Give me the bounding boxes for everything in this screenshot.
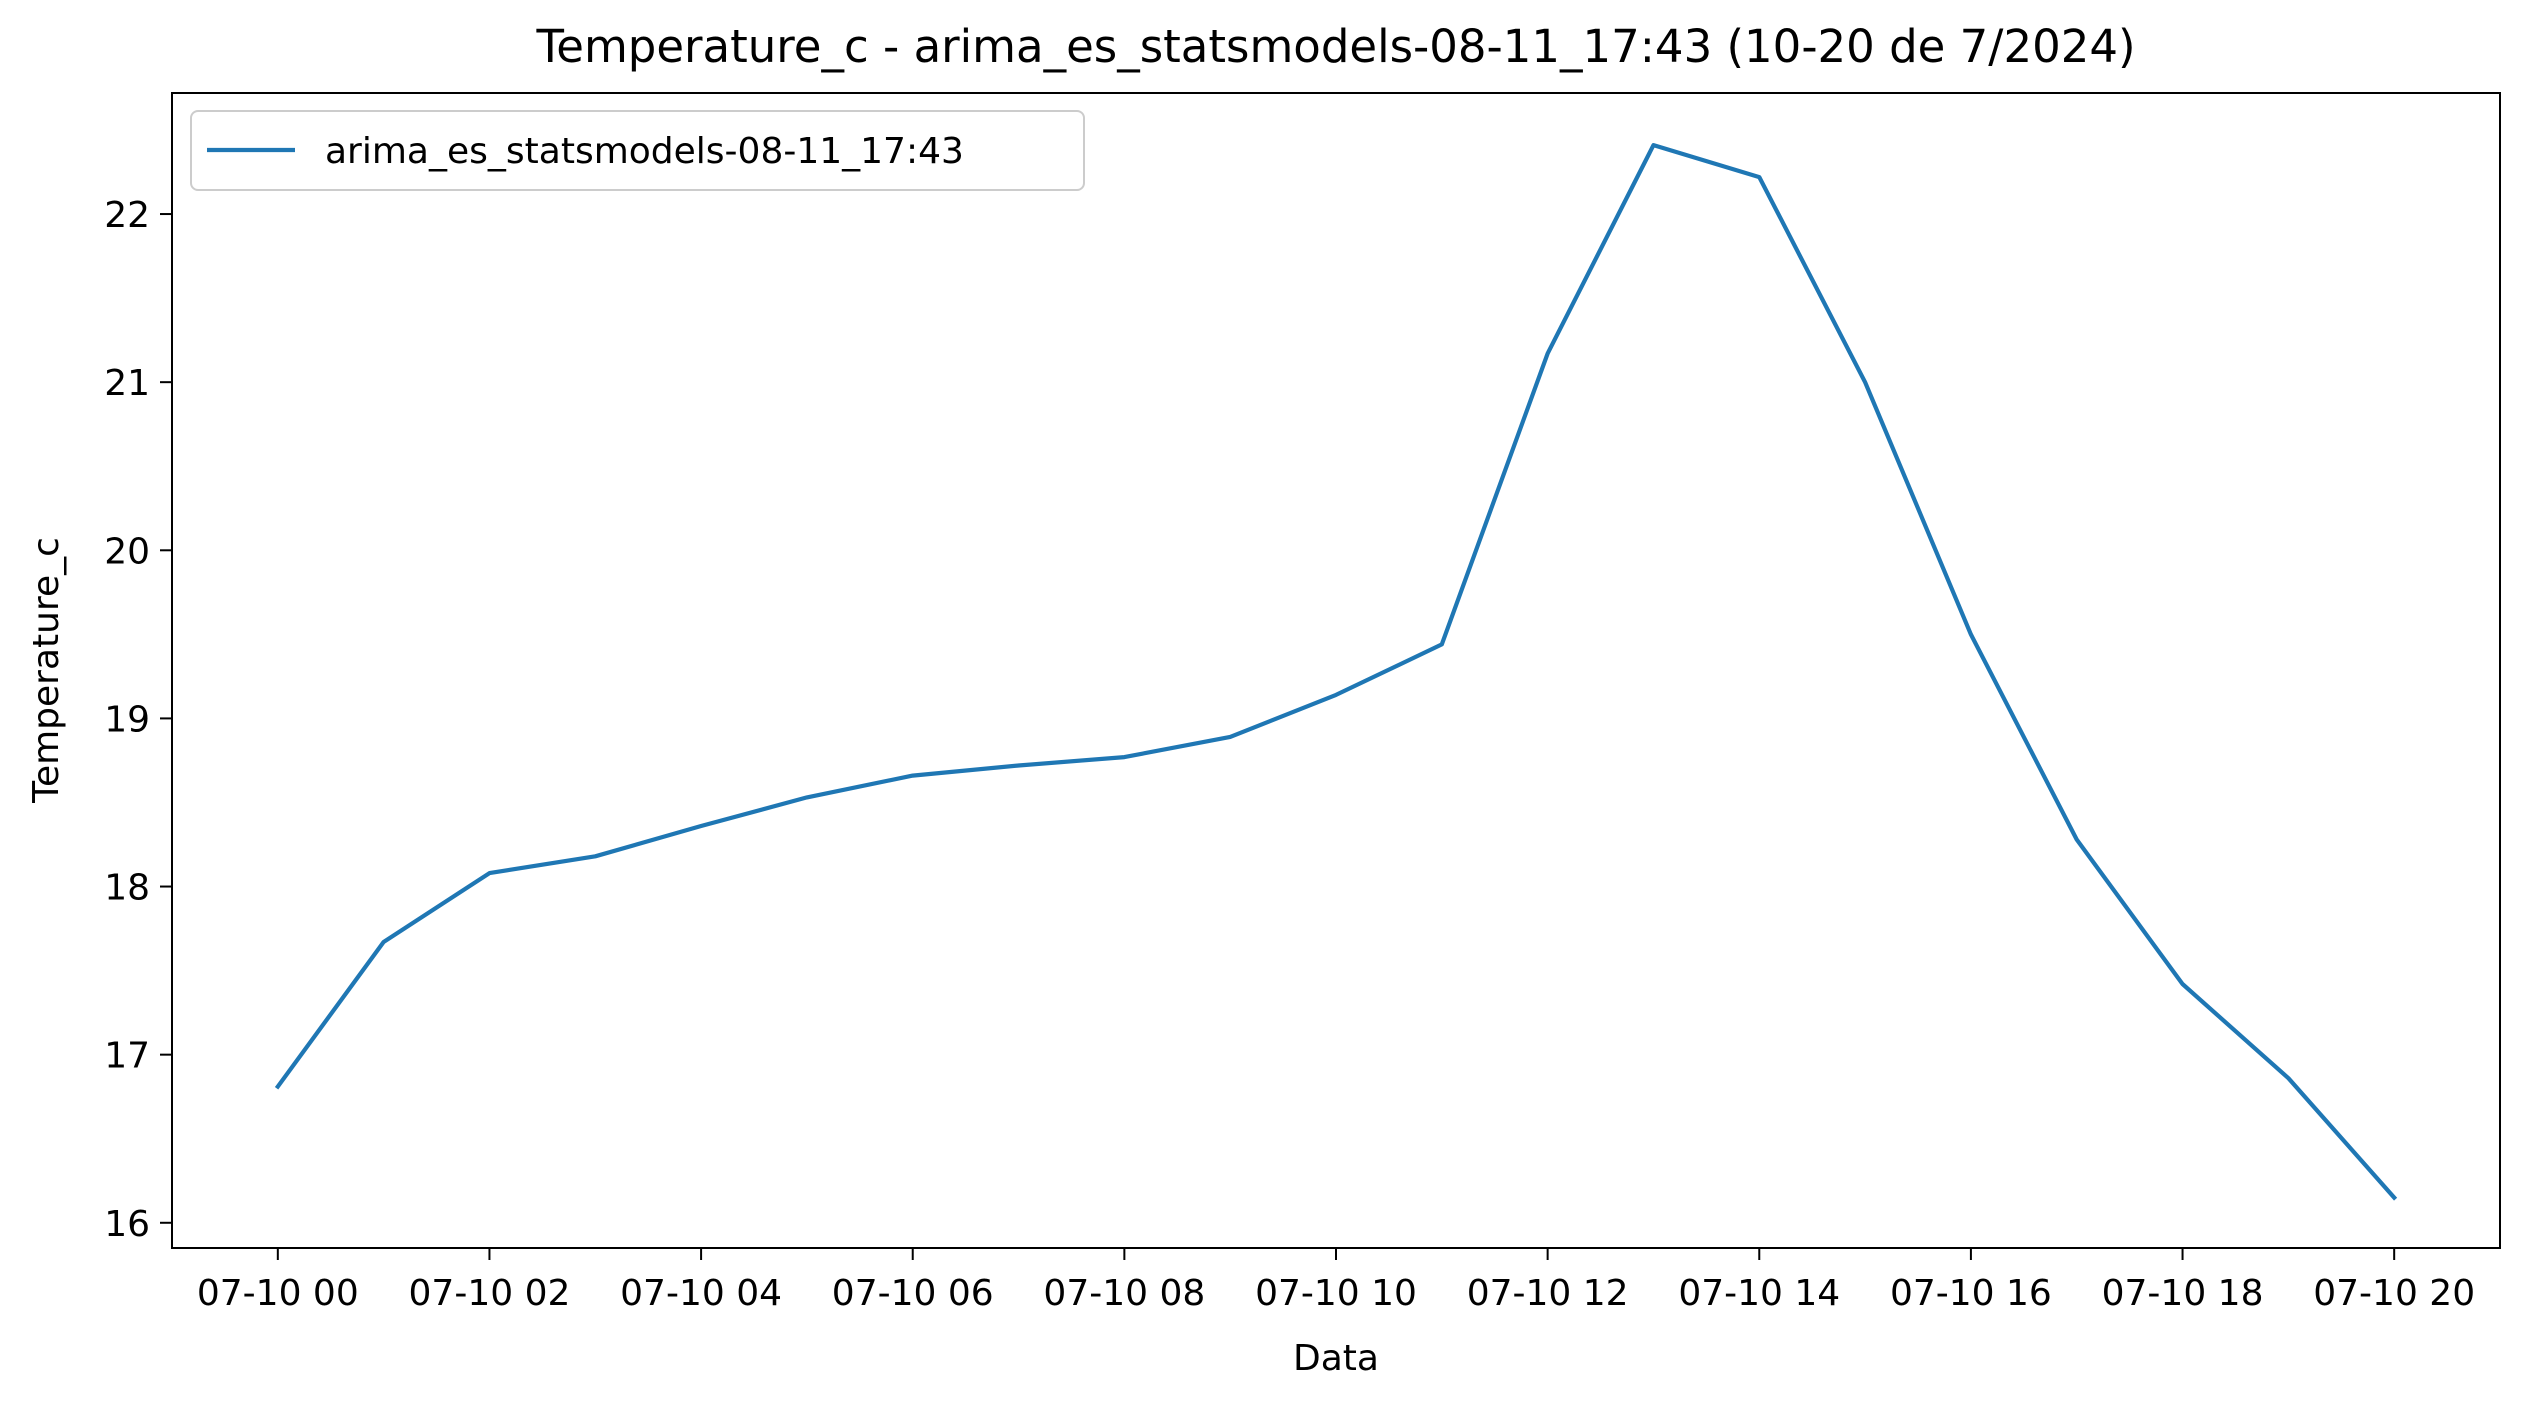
- y-tick-label: 19: [104, 699, 150, 740]
- y-tick-label: 18: [104, 868, 150, 909]
- legend: arima_es_statsmodels-08-11_17:43: [190, 110, 1085, 191]
- x-tick-label: 07-10 12: [1467, 1273, 1629, 1314]
- x-tick-label: 07-10 14: [1678, 1273, 1840, 1314]
- plot-area-frame: [171, 92, 2501, 1249]
- series-line: [274, 143, 2398, 1201]
- x-tick-label: 07-10 04: [620, 1273, 782, 1314]
- y-axis-label: Temperature_c: [26, 537, 67, 804]
- y-tick-label: 16: [104, 1204, 150, 1245]
- x-axis-ticks: 07-10 00 07-10 02 07-10 04 07-10 06 07-10 08…: [197, 1248, 2475, 1314]
- x-tick-label: 07-10 08: [1043, 1273, 1205, 1314]
- x-axis-label: Data: [1293, 1338, 1379, 1379]
- y-tick-label: 20: [104, 531, 150, 572]
- y-tick-label: 17: [104, 1036, 150, 1077]
- legend-label: arima_es_statsmodels-08-11_17:43: [325, 131, 964, 172]
- x-tick-label: 07-10 00: [197, 1273, 359, 1314]
- x-tick-label: 07-10 06: [832, 1273, 994, 1314]
- legend-box: [190, 110, 1085, 191]
- x-tick-label: 07-10 18: [2102, 1273, 2264, 1314]
- chart-title: Temperature_c - arima_es_statsmodels-08-…: [535, 20, 2135, 73]
- y-tick-label: 21: [104, 363, 150, 404]
- x-tick-label: 07-10 10: [1255, 1273, 1417, 1314]
- y-axis-ticks: 16 17 18 19 20 21 22: [104, 195, 172, 1245]
- x-tick-label: 07-10 02: [409, 1273, 571, 1314]
- x-tick-label: 07-10 20: [2313, 1273, 2475, 1314]
- y-tick-label: 22: [104, 195, 150, 236]
- x-tick-label: 07-10 16: [1890, 1273, 2052, 1314]
